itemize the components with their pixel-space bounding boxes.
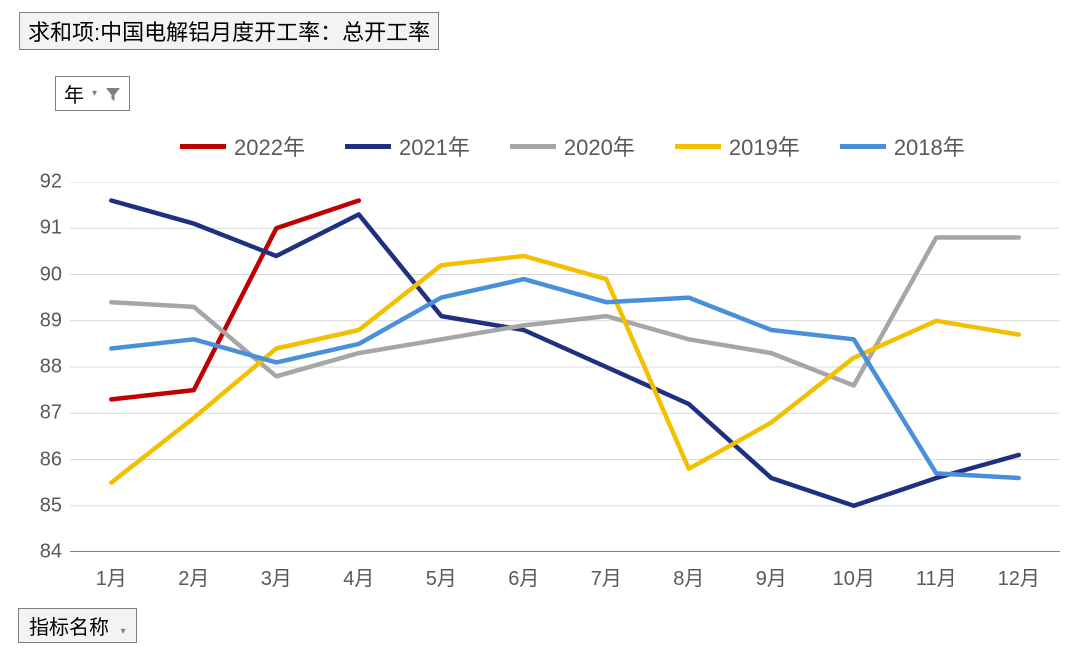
chart-root: 求和项:中国电解铝月度开工率：总开工率 年 ▾ 2022年2021年2020年2…	[0, 0, 1080, 652]
x-tick-label: 12月	[998, 562, 1040, 591]
year-filter-label: 年	[64, 79, 84, 108]
y-tick-label: 84	[22, 541, 62, 564]
year-filter-box[interactable]: 年 ▾	[55, 76, 130, 111]
x-tick-label: 1月	[96, 562, 127, 591]
legend-swatch	[510, 144, 556, 149]
dropdown-caret-icon: ▾	[92, 88, 97, 99]
x-tick-label: 7月	[591, 562, 622, 591]
dropdown-caret-icon: ▾	[121, 626, 126, 637]
legend-swatch	[675, 144, 721, 149]
x-tick-label: 3月	[261, 562, 292, 591]
legend-swatch	[180, 144, 226, 149]
legend-item[interactable]: 2022年	[180, 130, 305, 162]
x-tick-label: 11月	[916, 562, 957, 591]
legend: 2022年 2021年 2020年 2019年 2018年	[180, 130, 965, 162]
chart-title-box: 求和项:中国电解铝月度开工率：总开工率	[19, 12, 439, 50]
legend-label: 2019年	[729, 130, 800, 162]
footer-indicator-label: 指标名称	[29, 617, 109, 639]
y-tick-label: 88	[22, 356, 62, 379]
x-tick-label: 5月	[426, 562, 457, 591]
x-tick-label: 8月	[673, 562, 704, 591]
funnel-filter-icon	[105, 86, 121, 102]
series-line	[111, 238, 1019, 386]
footer-indicator-box[interactable]: 指标名称 ▾	[18, 608, 137, 643]
plot-svg	[70, 182, 1060, 552]
y-tick-label: 91	[22, 217, 62, 240]
chart-title-text: 求和项:中国电解铝月度开工率：总开工率	[28, 20, 430, 45]
legend-item[interactable]: 2021年	[345, 130, 470, 162]
y-tick-label: 89	[22, 309, 62, 332]
legend-label: 2022年	[234, 130, 305, 162]
x-tick-label: 6月	[508, 562, 539, 591]
legend-swatch	[840, 144, 886, 149]
y-tick-label: 90	[22, 263, 62, 286]
legend-label: 2021年	[399, 130, 470, 162]
y-tick-label: 87	[22, 402, 62, 425]
y-tick-label: 86	[22, 448, 62, 471]
legend-label: 2018年	[894, 130, 965, 162]
x-tick-label: 9月	[756, 562, 787, 591]
series-line	[111, 201, 358, 400]
legend-swatch	[345, 144, 391, 149]
legend-item[interactable]: 2018年	[840, 130, 965, 162]
y-tick-label: 92	[22, 171, 62, 194]
y-tick-label: 85	[22, 494, 62, 517]
x-tick-label: 10月	[833, 562, 875, 591]
legend-item[interactable]: 2019年	[675, 130, 800, 162]
plot-area	[70, 182, 1060, 552]
x-tick-label: 4月	[343, 562, 374, 591]
series-line	[111, 279, 1019, 478]
legend-item[interactable]: 2020年	[510, 130, 635, 162]
legend-label: 2020年	[564, 130, 635, 162]
x-tick-label: 2月	[178, 562, 209, 591]
